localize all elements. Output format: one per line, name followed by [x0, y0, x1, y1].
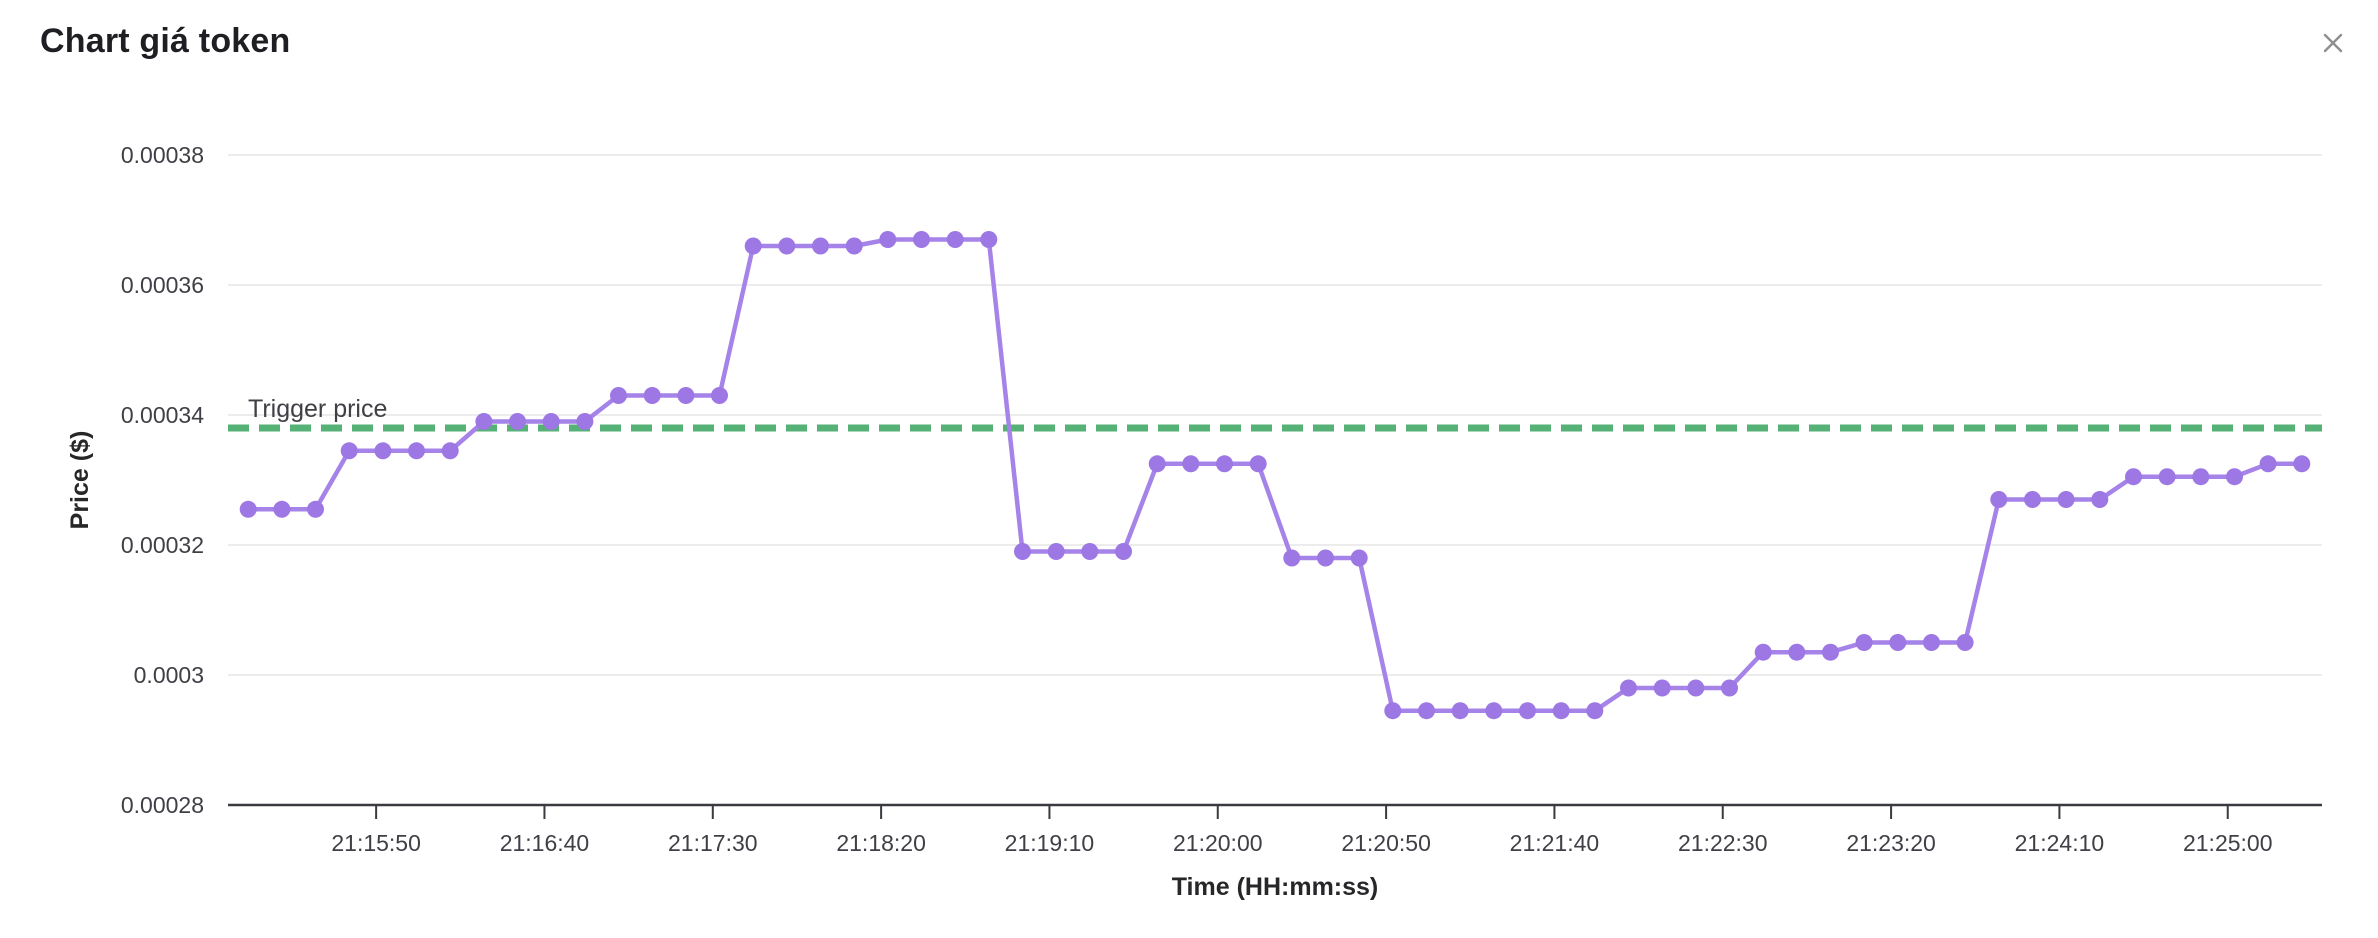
y-tick-label: 0.00028 — [121, 792, 204, 818]
data-point — [946, 231, 964, 248]
y-axis-title: Price ($) — [66, 431, 94, 530]
data-point — [1586, 702, 1604, 720]
data-point — [475, 413, 493, 430]
data-point — [1350, 549, 1368, 567]
data-point — [2226, 468, 2243, 486]
data-point — [1115, 543, 1132, 560]
page-title: Chart giá token — [40, 22, 291, 60]
data-point — [1889, 634, 1907, 651]
data-point — [1451, 702, 1469, 720]
data-point — [542, 413, 560, 430]
data-point — [1249, 455, 1267, 473]
data-point — [2024, 491, 2041, 508]
data-point — [2091, 491, 2109, 508]
x-tick-label: 21:18:20 — [836, 830, 926, 856]
y-tick-label: 0.0003 — [134, 662, 204, 688]
data-point — [1721, 679, 1738, 697]
x-tick-label: 21:20:50 — [1341, 830, 1431, 856]
data-point — [1788, 643, 1806, 661]
y-tick-label: 0.00034 — [121, 402, 204, 428]
data-point — [2158, 468, 2176, 486]
data-point — [610, 387, 627, 404]
data-point — [711, 387, 728, 404]
data-point — [1687, 679, 1705, 697]
data-point — [643, 387, 661, 404]
data-point — [1923, 634, 1940, 651]
x-tick-label: 21:24:10 — [2015, 830, 2105, 856]
data-point — [1148, 455, 1166, 473]
data-point — [273, 500, 291, 518]
data-point — [1754, 643, 1772, 661]
data-point — [1822, 643, 1839, 661]
data-point — [2057, 491, 2075, 508]
data-point — [2259, 455, 2277, 473]
close-icon — [2323, 33, 2343, 53]
data-point — [778, 237, 796, 255]
data-point — [1956, 634, 1974, 651]
data-point — [1485, 702, 1503, 720]
data-point — [1317, 549, 1334, 567]
data-point — [812, 237, 829, 255]
x-tick-label: 21:19:10 — [1005, 830, 1095, 856]
data-point — [1182, 455, 1200, 473]
data-point — [913, 231, 930, 248]
data-point — [1653, 679, 1671, 697]
x-tick-label: 21:20:00 — [1173, 830, 1263, 856]
data-point — [744, 237, 762, 255]
data-point — [980, 231, 998, 248]
data-point — [1283, 549, 1301, 567]
y-tick-label: 0.00036 — [121, 272, 204, 298]
data-point — [2125, 468, 2142, 486]
x-tick-label: 21:21:40 — [1510, 830, 1600, 856]
data-point — [879, 231, 897, 248]
x-tick-label: 21:15:50 — [331, 830, 421, 856]
x-tick-label: 21:25:00 — [2183, 830, 2273, 856]
data-point — [1216, 455, 1233, 473]
x-axis-title: Time (HH:mm:ss) — [1172, 873, 1379, 901]
data-point — [2192, 468, 2210, 486]
x-tick-label: 21:22:30 — [1678, 830, 1768, 856]
x-tick-label: 21:16:40 — [500, 830, 590, 856]
trigger-price-label: Trigger price — [248, 395, 387, 423]
data-point — [1620, 679, 1637, 697]
data-point — [1384, 702, 1402, 720]
data-point — [374, 442, 392, 460]
data-point — [408, 442, 425, 460]
data-point — [1418, 702, 1435, 720]
data-point — [239, 500, 257, 518]
close-button[interactable] — [2312, 22, 2354, 64]
x-tick-label: 21:17:30 — [668, 830, 758, 856]
data-point — [1081, 543, 1099, 560]
y-tick-label: 0.00032 — [121, 532, 204, 558]
data-point — [845, 237, 863, 255]
data-point — [1990, 491, 2008, 508]
data-point — [307, 500, 324, 518]
data-point — [509, 413, 526, 430]
price-line — [248, 237, 2302, 713]
data-point — [576, 413, 594, 430]
data-point — [1552, 702, 1570, 720]
data-point — [677, 387, 695, 404]
y-tick-label: 0.00038 — [121, 142, 204, 168]
data-point — [2293, 455, 2311, 473]
x-tick-label: 21:23:20 — [1846, 830, 1936, 856]
data-point — [1047, 543, 1065, 560]
data-point — [340, 442, 358, 460]
data-point — [441, 442, 459, 460]
data-point — [1519, 702, 1536, 720]
data-point — [1855, 634, 1873, 651]
data-point — [1014, 543, 1031, 560]
